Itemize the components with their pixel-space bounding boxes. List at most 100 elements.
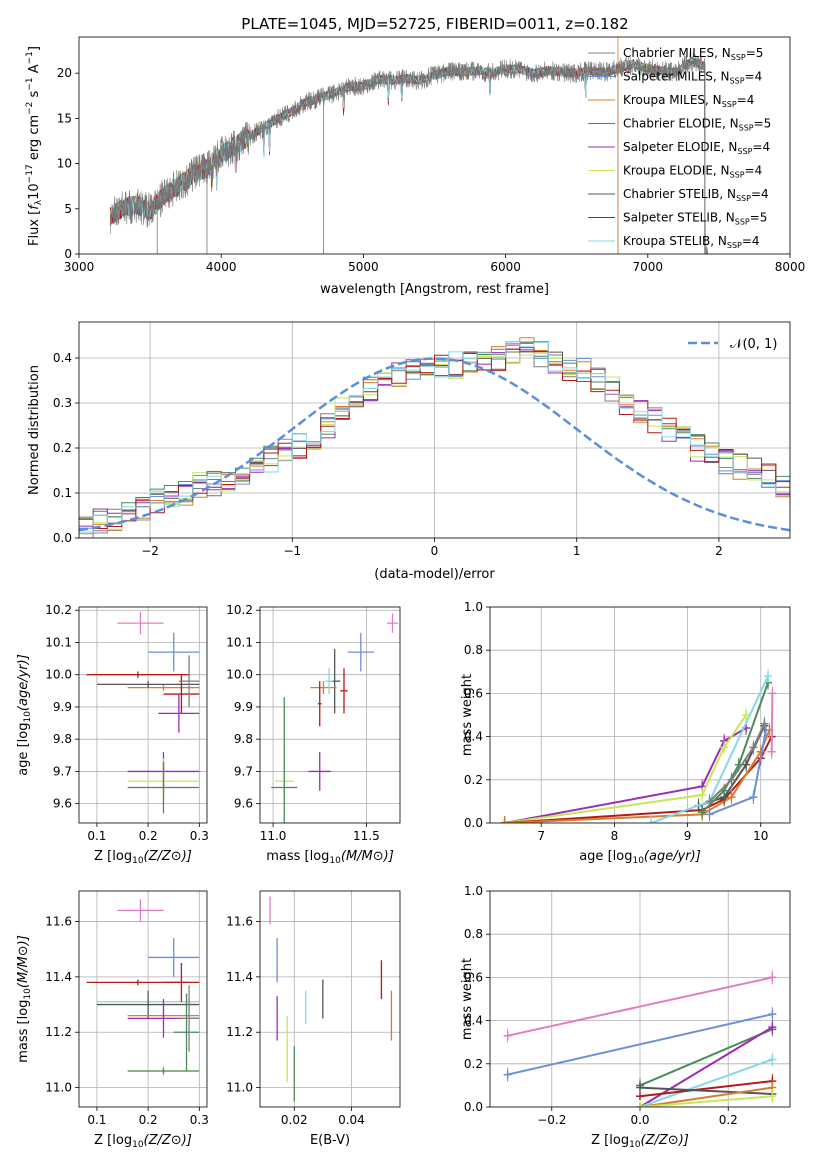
y-tick-label: 9.8 [234,732,253,746]
weight-line [639,1086,773,1095]
histogram-chabrier-miles [79,348,790,538]
y-tick-label: 9.9 [234,700,253,714]
y-tick-label: 0.4 [464,1014,483,1028]
legend-entry: Kroupa STELIB, NSSP=4 [623,234,760,250]
axes-frame [259,606,401,824]
y-tick-label: 10.1 [226,635,253,649]
x-tick-label: 0.0 [630,1113,649,1127]
figure-title: PLATE=1045, MJD=52725, FIBERID=0011, z=0… [241,15,628,33]
y-tick-label: 0.0 [464,816,483,830]
plot-area [79,607,207,823]
x-tick-label: 3000 [64,260,95,274]
panel-6: 0.1 0.2 0.3 11.0 11.2 11.4 11.6 [45,890,209,1127]
plot-area [490,891,790,1107]
legend: Chabrier MILES, NSSP=5 Salpeter MILES, NS… [588,46,771,250]
legend-entry: Kroupa MILES, NSSP=4 [623,93,754,109]
y-tick-label: 11.6 [226,914,253,928]
histogram-salpeter-stelib [79,347,790,529]
panel-7: 0.02 0.04 11.0 11.2 11.4 11.6 [226,890,401,1127]
legend-entry: 𝒩(0, 1) [730,337,777,352]
x-tick-label: 0.04 [338,1113,365,1127]
x-axis-label: (data-model)/error [374,567,495,582]
y-tick-label: 0.3 [53,396,72,410]
panel-3: 0.1 0.2 0.3 9.6 9.7 9.8 9.9 10.0 10.1 10.2 [45,603,209,843]
x-axis-label: Z [log10(Z/Z⊙)] [94,849,192,866]
weight-line [504,727,747,823]
x-tick-label: 0.1 [87,1113,106,1127]
y-axis-label: mass weight [460,958,475,1040]
y-tick-label: 10.2 [45,603,72,617]
y-tick-label: 0.6 [464,970,483,984]
histogram-chabrier-stelib [79,341,790,524]
weight-line [770,693,774,752]
y-tick-label: 0.0 [464,1100,483,1114]
weight-line [639,1086,773,1107]
y-tick-label: 0.2 [53,441,72,455]
axes-frame [78,321,791,539]
y-tick-label: 0.2 [464,773,483,787]
legend-entry: Kroupa ELODIE, NSSP=4 [623,164,762,180]
axes-frame [78,36,791,255]
y-tick-label: 15 [57,111,72,125]
x-tick-label: 0.2 [139,829,158,843]
x-tick-label: 8000 [775,260,806,274]
plot-area [260,607,400,823]
x-tick-label: 0.3 [190,1113,209,1127]
x-tick-label: 6000 [490,260,521,274]
y-tick-label: 11.6 [45,914,72,928]
weight-line [507,1013,773,1076]
y-tick-label: 0.4 [464,730,483,744]
x-tick-label: 1 [573,544,581,558]
legend-entry: Chabrier STELIB, NSSP=4 [623,187,769,203]
y-tick-label: 9.7 [53,764,72,778]
y-tick-label: 11.0 [45,1081,72,1095]
normal-curve [79,357,790,532]
x-tick-label: −1 [283,544,301,558]
weight-line [639,1095,773,1107]
y-tick-label: 9.9 [53,700,72,714]
y-tick-label: 11.4 [45,970,72,984]
axes-frame [78,606,208,824]
x-tick-label: −2 [141,544,159,558]
x-tick-label: 7000 [633,260,664,274]
panel-4: 11.0 11.5 9.6 9.7 9.8 9.9 10.0 10.1 10.2 [226,603,401,843]
weight-line [507,976,773,1037]
weight-line [504,729,771,823]
x-tick-label: 11.5 [353,829,380,843]
y-tick-label: 0.8 [464,643,483,657]
histogram-kroupa-elodie [79,352,790,530]
panel-1: 3000 4000 5000 6000 7000 8000 0 5 10 15 20 Chabrier… [57,36,806,274]
y-axis-label: Flux [fλ10−17 erg cm−2 s−1 A−1] [25,46,44,246]
weight-line [639,1028,773,1087]
legend-entry: Salpeter STELIB, NSSP=5 [623,211,767,227]
x-tick-label: 0.2 [139,1113,158,1127]
y-tick-label: 11.0 [226,1081,253,1095]
x-tick-label: 0 [431,544,439,558]
x-tick-label: −0.2 [537,1113,566,1127]
y-tick-label: 1.0 [464,600,483,614]
x-axis-label: Z [log10(Z/Z⊙)] [591,1133,689,1150]
x-tick-label: 4000 [206,260,237,274]
axes-frame [259,890,401,1108]
y-tick-label: 9.8 [53,732,72,746]
x-tick-label: 0.02 [281,1113,308,1127]
y-axis-label: Normed distribution [27,365,42,495]
plot-area [260,891,400,1107]
x-axis-label: Z [log10(Z/Z⊙)] [94,1133,192,1150]
plot-area [79,891,207,1107]
x-tick-label: 7 [537,829,545,843]
y-tick-label: 1.0 [464,884,483,898]
y-tick-label: 11.2 [226,1025,253,1039]
y-tick-label: 10.0 [45,668,72,682]
weight-line [639,1058,773,1107]
x-axis-label: age [log10(age/yr)] [579,849,701,866]
x-tick-label: 2 [715,544,723,558]
y-tick-label: 0 [64,247,72,261]
x-tick-label: 8 [611,829,619,843]
y-tick-label: 0.8 [464,927,483,941]
y-tick-label: 0.0 [53,531,72,545]
legend-entry: Chabrier MILES, NSSP=5 [623,46,763,62]
axes-frame [78,890,208,1108]
x-axis-label: E(B-V) [310,1133,350,1148]
